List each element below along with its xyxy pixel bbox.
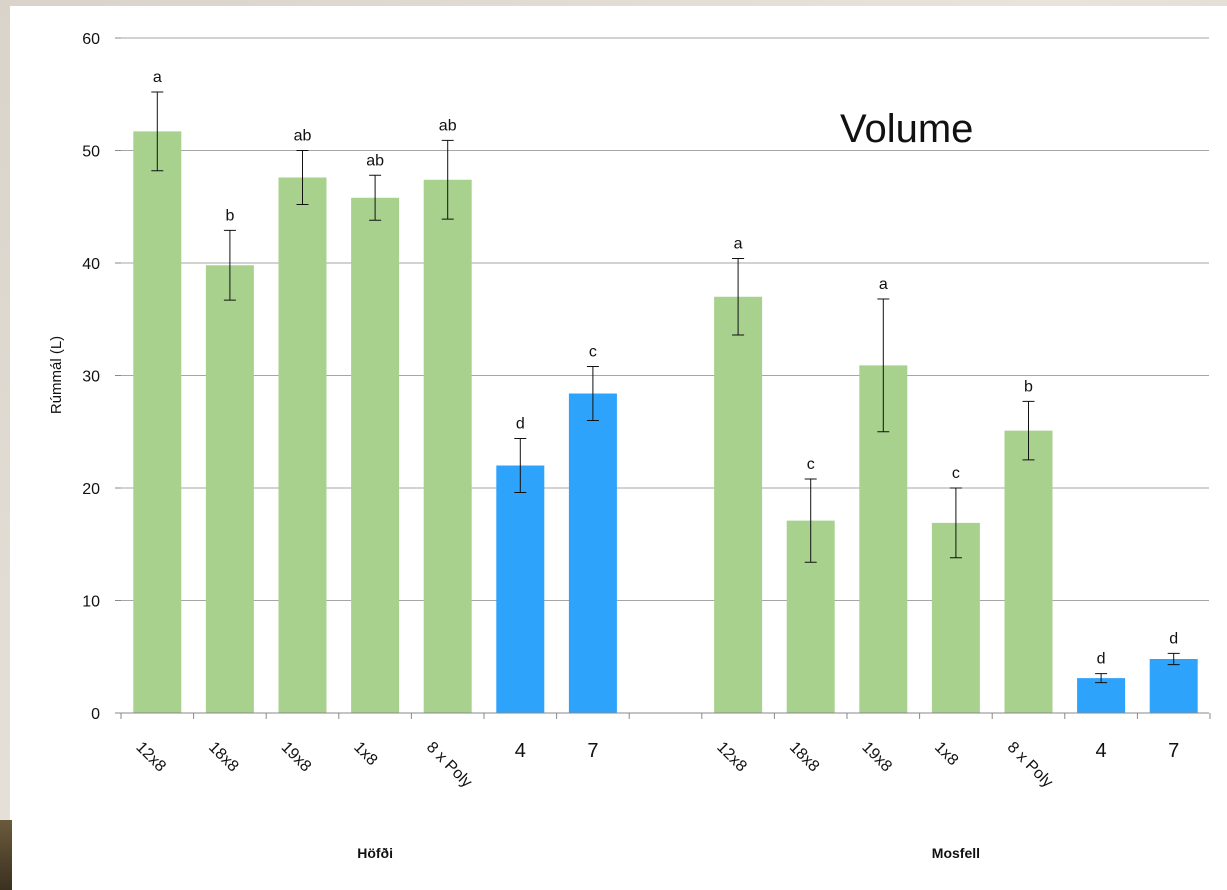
y-tick-label: 0	[91, 706, 100, 723]
group-labels: Höfði Mosfell	[357, 845, 980, 861]
group-label: Mosfell	[932, 845, 980, 861]
x-tick-label: 1x8	[931, 739, 961, 769]
y-tick-label: 20	[82, 481, 100, 498]
x-tick-label: 8 x Poly	[1004, 739, 1056, 791]
bar	[714, 296, 763, 713]
x-axis	[120, 712, 1211, 719]
x-tick-label: 4	[515, 740, 526, 762]
x-tick-label: 12x8	[713, 739, 750, 776]
y-axis-ticks: 0 10 20 30 40 50 60	[82, 31, 121, 723]
x-tick-label: 7	[1168, 740, 1179, 762]
bar	[1149, 659, 1198, 713]
significance-letter: ab	[294, 128, 312, 145]
bar	[351, 197, 400, 713]
bar	[133, 131, 182, 713]
x-tick-label: 4	[1096, 740, 1107, 762]
significance-letter: c	[589, 344, 597, 361]
y-tick-label: 50	[82, 144, 100, 161]
background-photo-corner	[0, 820, 12, 890]
significance-letter: b	[1024, 378, 1033, 395]
x-tick-label: 19x8	[858, 739, 895, 776]
y-tick-label: 60	[82, 31, 100, 48]
y-tick-label: 40	[82, 256, 100, 273]
bar	[568, 393, 617, 713]
significance-letter: ab	[439, 117, 457, 134]
x-tick-label: 19x8	[278, 739, 315, 776]
x-tick-label: 12x8	[132, 739, 169, 776]
bar	[496, 465, 545, 713]
significance-letter: d	[1169, 630, 1178, 647]
significance-letter: a	[153, 69, 162, 86]
x-tick-label: 1x8	[350, 739, 380, 769]
significance-letter: c	[807, 456, 815, 473]
significance-letter: c	[952, 465, 960, 482]
bar	[278, 177, 327, 713]
x-axis-category-labels: 12x8 18x8 19x8 1x8 8 x Poly 4 7 12x8 18x8 19x8 1x8…	[132, 739, 1179, 791]
bar	[1077, 678, 1126, 713]
x-tick-label: 18x8	[205, 739, 242, 776]
y-axis-label: Rúmmál (L)	[48, 336, 65, 414]
bar	[205, 265, 254, 713]
significance-letter: a	[879, 276, 888, 293]
significance-letter: b	[225, 207, 234, 224]
bar	[423, 179, 472, 713]
x-tick-label: 7	[587, 740, 598, 762]
group-label: Höfði	[357, 845, 393, 861]
significance-letter: d	[516, 416, 525, 433]
significance-letter: d	[1097, 651, 1106, 668]
chart-title: Volume	[840, 107, 973, 151]
x-tick-label: 18x8	[786, 739, 823, 776]
bars	[133, 131, 1198, 713]
y-tick-label: 10	[82, 594, 100, 611]
y-tick-label: 30	[82, 369, 100, 386]
bar	[1004, 430, 1053, 713]
significance-letter: ab	[366, 152, 384, 169]
x-tick-label: 8 x Poly	[423, 739, 475, 791]
significance-letter: a	[734, 236, 743, 253]
error-bars	[151, 91, 1180, 684]
